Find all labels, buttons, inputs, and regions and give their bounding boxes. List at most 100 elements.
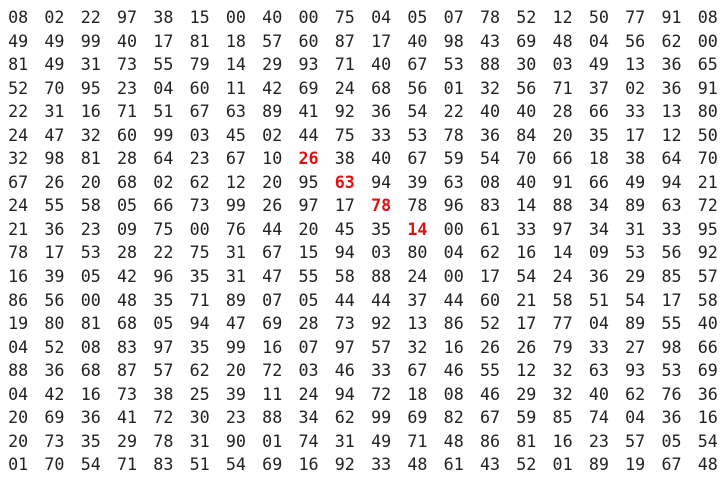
grid-cell: 88 bbox=[371, 266, 392, 287]
grid-cell: 51 bbox=[189, 454, 210, 475]
grid-row: 67 26 20 68 02 62 12 20 95 63 94 39 63 08 40 91 66 49 94 21 bbox=[0, 171, 722, 195]
grid-cell: 62 bbox=[189, 360, 210, 381]
highlighted-cell: 63 bbox=[334, 171, 355, 192]
grid-cell: 40 bbox=[516, 101, 537, 122]
grid-cell: 64 bbox=[153, 148, 174, 169]
grid-row: 78 17 53 28 22 75 31 67 15 94 03 80 04 62 16 14 09 53 56 92 bbox=[0, 241, 722, 265]
grid-cell: 77 bbox=[552, 313, 573, 334]
grid-cell: 23 bbox=[189, 148, 210, 169]
grid-cell: 61 bbox=[443, 454, 464, 475]
grid-cell: 65 bbox=[697, 54, 718, 75]
grid-cell: 42 bbox=[44, 383, 65, 404]
grid-cell: 99 bbox=[153, 124, 174, 145]
grid-cell: 75 bbox=[334, 124, 355, 145]
grid-cell: 20 bbox=[8, 407, 29, 428]
grid-cell: 16 bbox=[697, 407, 718, 428]
grid-cell: 55 bbox=[479, 360, 501, 381]
grid-cell: 56 bbox=[516, 77, 537, 98]
grid-cell: 38 bbox=[153, 7, 174, 27]
grid-cell: 73 bbox=[116, 383, 138, 404]
grid-cell: 54 bbox=[80, 454, 101, 475]
grid-cell: 13 bbox=[625, 54, 646, 75]
grid-cell: 23 bbox=[225, 407, 246, 428]
grid-cell: 89 bbox=[588, 454, 609, 475]
grid-cell: 93 bbox=[298, 54, 319, 75]
grid-cell: 81 bbox=[80, 148, 101, 169]
grid-cell: 33 bbox=[625, 101, 646, 122]
grid-cell: 19 bbox=[625, 454, 646, 475]
grid-row: 49 49 99 40 17 81 18 57 60 87 17 40 98 43 69 48 04 56 62 00 bbox=[0, 30, 722, 54]
grid-cell: 38 bbox=[334, 148, 355, 169]
grid-cell: 71 bbox=[116, 101, 138, 122]
grid-cell: 32 bbox=[479, 77, 501, 98]
grid-cell: 48 bbox=[407, 454, 428, 475]
grid-cell: 81 bbox=[516, 430, 537, 451]
grid-cell: 04 bbox=[443, 242, 464, 263]
grid-cell: 69 bbox=[407, 407, 428, 428]
grid-cell: 60 bbox=[479, 289, 501, 310]
grid-cell: 94 bbox=[371, 171, 392, 192]
grid-cell: 97 bbox=[153, 336, 174, 357]
grid-cell: 92 bbox=[334, 454, 355, 475]
grid-cell: 48 bbox=[697, 454, 718, 475]
grid-cell: 32 bbox=[552, 383, 573, 404]
grid-cell: 76 bbox=[225, 218, 246, 239]
grid-cell: 03 bbox=[189, 124, 210, 145]
grid-cell: 54 bbox=[479, 148, 501, 169]
grid-cell: 67 bbox=[407, 148, 428, 169]
grid-cell: 66 bbox=[697, 336, 718, 357]
grid-cell: 60 bbox=[116, 124, 138, 145]
highlighted-cell: 14 bbox=[407, 218, 428, 239]
grid-cell: 48 bbox=[552, 30, 573, 51]
grid-cell: 24 bbox=[334, 77, 355, 98]
grid-cell: 17 bbox=[334, 195, 355, 216]
grid-cell: 71 bbox=[189, 289, 210, 310]
grid-cell: 00 bbox=[697, 30, 718, 51]
grid-cell: 41 bbox=[298, 101, 319, 122]
grid-cell: 80 bbox=[407, 242, 428, 263]
grid-cell: 14 bbox=[516, 195, 537, 216]
grid-cell: 28 bbox=[116, 148, 138, 169]
grid-cell: 62 bbox=[625, 383, 646, 404]
grid-row: 52 70 95 23 04 60 11 42 69 24 68 56 01 32 56 71 37 02 36 91 bbox=[0, 77, 722, 101]
grid-cell: 98 bbox=[661, 336, 682, 357]
grid-cell: 95 bbox=[697, 218, 718, 239]
grid-cell: 97 bbox=[116, 7, 138, 27]
grid-cell: 51 bbox=[588, 289, 609, 310]
grid-cell: 35 bbox=[588, 124, 609, 145]
grid-row: 32 98 81 28 64 23 67 10 26 38 40 67 59 54 70 66 18 38 64 70 bbox=[0, 147, 722, 171]
grid-cell: 50 bbox=[588, 7, 609, 27]
grid-cell: 40 bbox=[371, 148, 392, 169]
grid-row: 04 52 08 83 97 35 99 16 07 97 57 32 16 26 26 79 33 27 98 66 bbox=[0, 336, 722, 360]
grid-cell: 69 bbox=[262, 313, 283, 334]
grid-cell: 96 bbox=[153, 266, 174, 287]
grid-cell: 01 bbox=[443, 77, 464, 98]
grid-cell: 73 bbox=[334, 313, 355, 334]
grid-row: 21 36 23 09 75 00 76 44 20 45 35 14 00 61 33 97 34 31 33 95 bbox=[0, 218, 722, 242]
grid-cell: 46 bbox=[479, 383, 501, 404]
grid-cell: 57 bbox=[262, 30, 283, 51]
grid-cell: 56 bbox=[625, 30, 646, 51]
grid-cell: 67 bbox=[407, 360, 428, 381]
grid-cell: 82 bbox=[443, 407, 464, 428]
grid-cell: 68 bbox=[116, 171, 138, 192]
grid-cell: 72 bbox=[153, 407, 174, 428]
grid-cell: 53 bbox=[80, 242, 101, 263]
grid-cell: 98 bbox=[443, 30, 464, 51]
grid-cell: 17 bbox=[516, 313, 537, 334]
grid-cell: 04 bbox=[371, 7, 392, 27]
grid-cell: 54 bbox=[516, 266, 537, 287]
grid-cell: 04 bbox=[625, 407, 646, 428]
grid-cell: 58 bbox=[334, 266, 355, 287]
grid-cell: 94 bbox=[189, 313, 210, 334]
grid-cell: 62 bbox=[479, 242, 501, 263]
grid-cell: 44 bbox=[443, 289, 464, 310]
grid-cell: 56 bbox=[44, 289, 65, 310]
grid-cell: 12 bbox=[661, 124, 682, 145]
grid-cell: 16 bbox=[80, 383, 101, 404]
grid-cell: 73 bbox=[44, 430, 65, 451]
grid-cell: 22 bbox=[153, 242, 174, 263]
grid-cell: 33 bbox=[371, 360, 392, 381]
grid-cell: 47 bbox=[262, 266, 283, 287]
grid-cell: 16 bbox=[516, 242, 537, 263]
